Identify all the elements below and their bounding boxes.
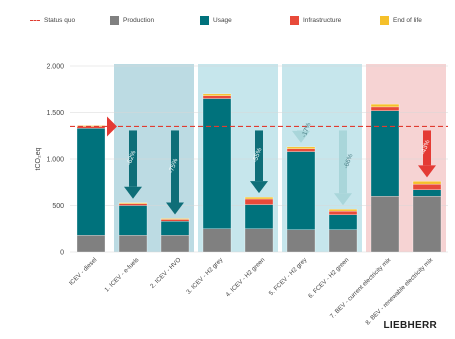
legend-status-quo: Status quo	[30, 14, 75, 26]
reduction-percent-label: -55%	[252, 147, 264, 164]
bar-segment-usage	[160, 221, 190, 236]
bar-segment-infrastructure	[370, 106, 400, 111]
x-tick-label: 6. FCEV - H2 green	[307, 256, 351, 300]
bar-segment-infrastructure	[202, 95, 232, 99]
production-swatch	[110, 15, 119, 25]
reduction-arrow-head	[418, 165, 436, 178]
bar-segment-infrastructure	[286, 148, 316, 152]
y-tick-label: 2.000	[46, 64, 64, 71]
usage-swatch	[200, 15, 209, 25]
bars-group	[76, 93, 442, 253]
bar-segment-production	[202, 228, 232, 253]
y-tick-label: 1.500	[46, 110, 64, 117]
bar-segment-end-of-life	[118, 202, 148, 204]
reduction-arrows: -62% -75% -55% -17% -66% -43%	[107, 116, 436, 215]
reduction-arrow-shaft	[129, 130, 137, 187]
x-tick-label: 5. FCEV - H2 grey	[268, 256, 309, 297]
reduction-percent-label: -43%	[420, 139, 432, 156]
legend: Status quo Production Usage Infrastructu…	[30, 14, 450, 26]
bar-segment-usage	[328, 214, 358, 230]
legend-usage-label: Usage	[213, 16, 232, 24]
bar-segment-infrastructure	[412, 183, 442, 190]
legend-end-of-life: End of life	[380, 14, 422, 26]
status-quo-line-swatch	[30, 19, 40, 21]
y-tick-label: 0	[60, 250, 64, 257]
x-tick-label: ICEV - diesel	[68, 256, 98, 286]
y-tick-label: 1.000	[46, 157, 64, 164]
reduction-arrow-head	[124, 186, 142, 199]
y-tick-label: 500	[52, 203, 64, 210]
y-axis: 0 500 1.000 1.500 2.000 tCO₂eq	[35, 64, 64, 257]
bar-segment-end-of-life	[286, 146, 316, 149]
reduction-percent-label: -17%	[301, 122, 313, 139]
legend-infrastructure: Infrastructure	[290, 14, 341, 26]
bar-segment-end-of-life	[202, 93, 232, 96]
bar-segment-production	[118, 235, 148, 253]
liebherr-logo: LIEBHERR	[383, 320, 437, 331]
legend-status-quo-label: Status quo	[44, 16, 76, 24]
reduction-arrow-head	[292, 130, 310, 143]
x-tick-label: 8. BEV - renewable electricity mix	[364, 256, 435, 327]
bar-segment-usage	[118, 205, 148, 236]
bar-segment-infrastructure	[160, 219, 190, 222]
x-tick-label: 2. ICEV - HVO	[149, 256, 183, 290]
bar-segment-production	[160, 235, 190, 253]
legend-production-label: Production	[123, 16, 155, 24]
bar-segment-production	[328, 229, 358, 253]
bar-segment-infrastructure	[328, 210, 358, 215]
legend-end-of-life-label: End of life	[393, 16, 422, 24]
bar-segment-end-of-life	[244, 196, 274, 200]
bar-segment-production	[286, 229, 316, 253]
x-axis: ICEV - diesel 1. ICEV - e-fuels 2. ICEV - …	[68, 256, 435, 327]
infrastructure-swatch	[290, 15, 299, 25]
reduction-arrow-shaft	[255, 130, 263, 182]
x-tick-label: 4. ICEV - H2 green	[224, 256, 266, 298]
reduction-arrow-shaft	[339, 130, 347, 194]
reduction-percent-label: -75%	[168, 157, 180, 174]
reduction-arrow-head	[334, 193, 352, 206]
bar-segment-production	[412, 196, 442, 253]
bar-segment-production	[370, 196, 400, 253]
end-of-life-swatch	[380, 15, 389, 25]
reduction-arrow-head	[166, 202, 184, 215]
bar-segment-usage	[244, 204, 274, 229]
bar-segment-end-of-life	[328, 209, 358, 212]
x-tick-label: 3. ICEV - H2 grey	[185, 256, 225, 296]
reduction-percent-label: -62%	[126, 150, 138, 167]
reduction-arrow-shaft	[423, 130, 431, 166]
bar-segment-infrastructure	[244, 198, 274, 205]
bar-segment-usage	[412, 189, 442, 197]
status-quo-pointer-arrow	[107, 116, 117, 137]
y-axis-label: tCO₂eq	[35, 147, 42, 170]
legend-production: Production	[110, 14, 154, 26]
reduction-arrow-head	[250, 181, 268, 194]
bar-segment-end-of-life	[370, 103, 400, 108]
bar-segment-production	[76, 235, 106, 253]
bar-segment-usage	[202, 98, 232, 229]
bar-segment-production	[244, 228, 274, 253]
reduction-percent-label: -66%	[343, 153, 355, 170]
bar-segment-infrastructure	[118, 203, 148, 206]
bar-segment-usage	[76, 128, 106, 236]
bar-segment-end-of-life	[412, 181, 442, 185]
x-tick-label: 1. ICEV - e-fuels	[103, 256, 140, 293]
reduction-arrow-shaft	[171, 130, 179, 203]
legend-usage: Usage	[200, 14, 232, 26]
legend-infrastructure-label: Infrastructure	[303, 16, 342, 24]
bar-segment-usage	[286, 151, 316, 230]
bar-segment-end-of-life	[160, 218, 190, 220]
bar-segment-usage	[370, 110, 400, 197]
